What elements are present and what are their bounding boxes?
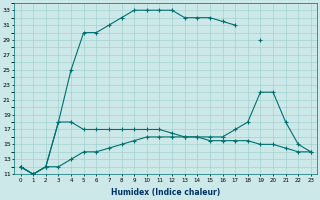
X-axis label: Humidex (Indice chaleur): Humidex (Indice chaleur) bbox=[111, 188, 220, 197]
